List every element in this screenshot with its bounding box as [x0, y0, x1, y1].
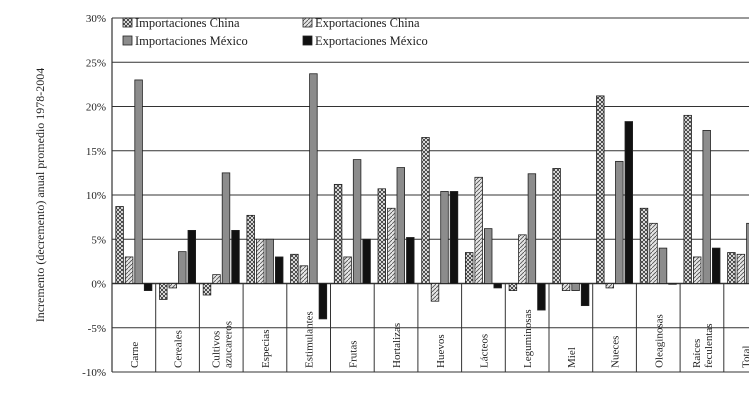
bar — [168, 283, 177, 289]
bar — [255, 238, 265, 284]
legend-label: Importaciones China — [135, 16, 240, 30]
bar — [421, 137, 430, 284]
bar — [231, 229, 240, 284]
y-tick-label: 25% — [86, 57, 106, 69]
bar — [736, 253, 746, 284]
y-axis-label: Incremento (decremento) anual promedio 1… — [33, 68, 47, 323]
bar — [596, 95, 605, 284]
x-category-label: Carne — [129, 342, 141, 368]
y-tick-label: -10% — [82, 367, 106, 379]
bar — [571, 283, 580, 291]
bar — [727, 252, 736, 284]
legend-label: Importaciones México — [135, 34, 248, 48]
x-category-label: Estimulantes — [304, 311, 316, 368]
y-tick-label: 20% — [86, 102, 106, 114]
bar — [605, 283, 614, 289]
bar — [159, 283, 168, 300]
x-category-label: Hortalizas — [391, 323, 403, 368]
y-tick-label: 10% — [86, 190, 106, 202]
bar — [440, 191, 449, 284]
x-category-label: Cultivos — [210, 331, 222, 368]
bar — [178, 251, 187, 284]
y-tick-label: 5% — [91, 234, 106, 246]
legend-label: Exportaciones China — [315, 16, 420, 30]
legend: Importaciones China Exportaciones China Im… — [122, 16, 428, 48]
bar — [746, 222, 749, 284]
bar — [221, 172, 231, 284]
x-category-label: feculentas — [703, 323, 715, 368]
bar — [518, 234, 527, 284]
bar — [115, 206, 124, 284]
bar — [693, 256, 702, 284]
x-category-label: Frutas — [347, 341, 359, 369]
bar — [290, 253, 299, 284]
bar — [712, 247, 721, 284]
bar — [299, 265, 309, 284]
bar — [561, 283, 571, 291]
legend-swatch — [122, 35, 133, 46]
bar — [246, 214, 255, 284]
bar — [274, 256, 284, 284]
x-category-label: Total — [741, 346, 749, 368]
y-tick-label: -5% — [88, 323, 106, 335]
bar — [124, 256, 134, 284]
bar — [449, 191, 459, 284]
legend-swatch — [302, 17, 313, 28]
bar — [702, 129, 711, 284]
bar — [668, 283, 677, 285]
bar — [508, 283, 518, 291]
bar — [649, 222, 658, 284]
x-category-label: Oleaginosas — [653, 314, 665, 368]
bar — [615, 160, 624, 284]
bar — [430, 283, 440, 302]
x-category-label: Lácteos — [478, 334, 490, 368]
x-category-label: Raíces — [691, 339, 703, 368]
bar — [464, 252, 474, 284]
bar — [552, 168, 561, 284]
bar — [202, 283, 212, 296]
bar — [333, 183, 343, 284]
bar — [362, 238, 371, 284]
legend-swatch — [122, 17, 133, 28]
y-tick-label: 0% — [91, 279, 106, 291]
bar — [493, 283, 502, 289]
bar — [580, 283, 590, 307]
x-category-label: azucareros — [222, 321, 234, 368]
bar — [683, 114, 692, 284]
bar — [343, 256, 352, 284]
bar — [265, 238, 274, 284]
x-category-label: Especias — [260, 330, 272, 368]
bar — [483, 228, 493, 284]
x-category-label: Nueces — [610, 336, 622, 368]
bar — [406, 237, 415, 284]
bar — [143, 283, 153, 291]
bar — [187, 229, 196, 284]
legend-swatch — [302, 35, 313, 46]
bar — [474, 176, 483, 284]
x-category-label: Huevos — [435, 334, 447, 368]
bar — [639, 207, 649, 284]
bar — [387, 207, 396, 284]
bar — [134, 79, 143, 284]
bar — [624, 121, 633, 284]
y-tick-label: 30% — [86, 13, 106, 25]
bar — [377, 188, 386, 284]
bar — [527, 173, 537, 284]
bar — [658, 247, 668, 284]
legend-label: Exportaciones México — [315, 34, 428, 48]
bar — [537, 283, 546, 311]
bar — [309, 73, 318, 284]
x-category-label: Leguminosas — [522, 309, 534, 368]
x-category-label: Cereales — [173, 330, 185, 368]
bar — [396, 167, 405, 284]
bar — [212, 274, 221, 284]
x-category-label: Miel — [566, 347, 578, 368]
bar — [352, 159, 362, 284]
y-tick-label: 15% — [86, 146, 106, 158]
bar — [318, 283, 328, 320]
